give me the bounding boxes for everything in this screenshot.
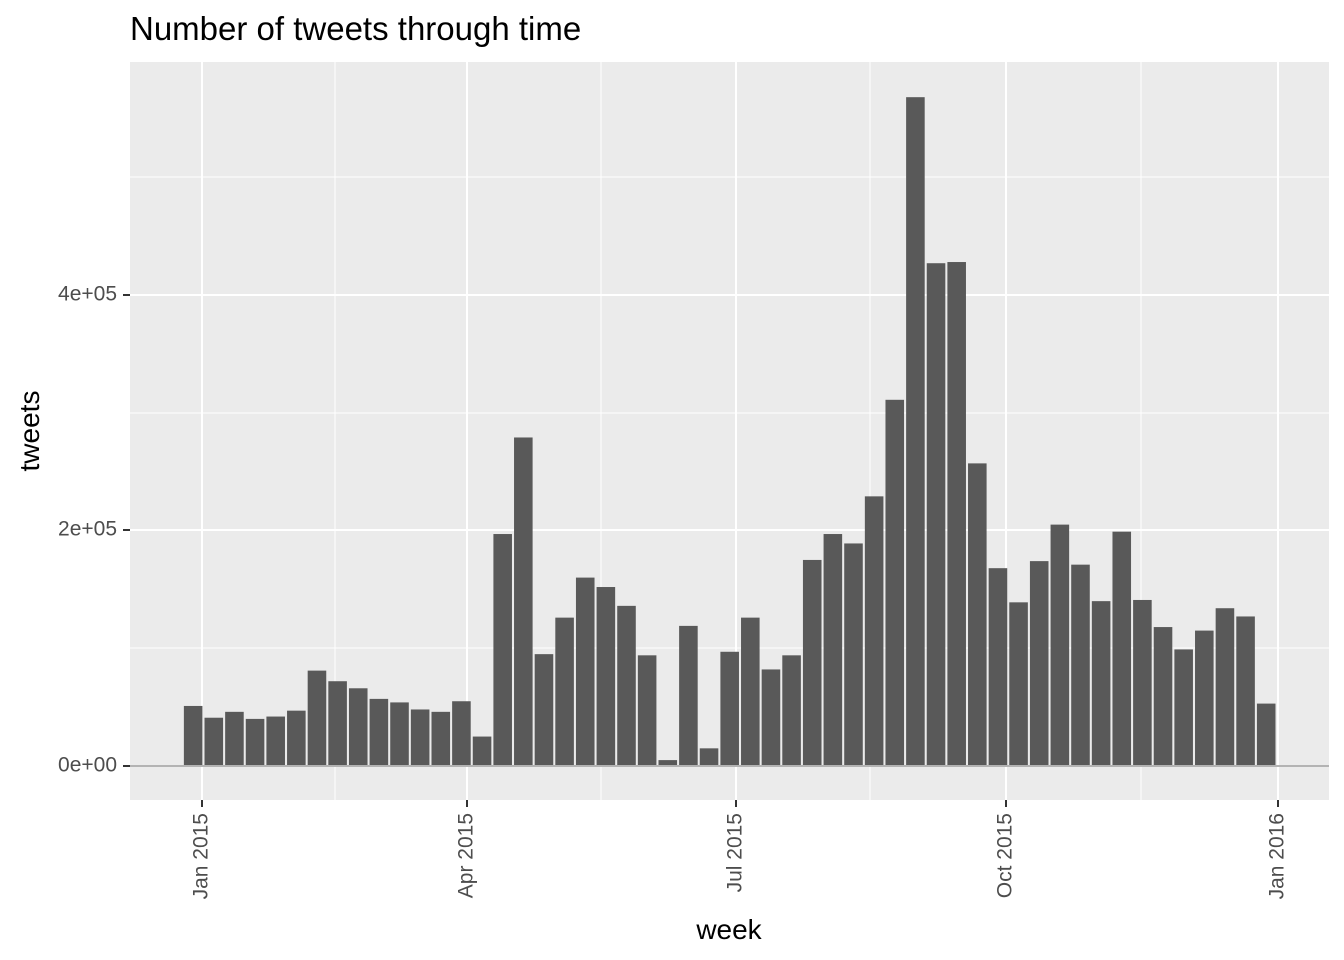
bar xyxy=(1174,649,1193,766)
bar xyxy=(802,559,822,766)
bar xyxy=(266,716,285,766)
bar xyxy=(1256,703,1276,766)
bar xyxy=(658,760,678,766)
bar xyxy=(1153,627,1173,766)
bar xyxy=(906,97,925,767)
bar xyxy=(637,655,657,766)
bar xyxy=(1112,531,1132,766)
bar xyxy=(204,717,224,766)
bar xyxy=(575,577,595,766)
bar xyxy=(431,711,451,766)
bar xyxy=(452,701,471,766)
bar xyxy=(369,698,389,766)
y-tick-label: 4e+05 xyxy=(58,283,117,306)
plot-panel xyxy=(130,62,1329,800)
bar xyxy=(741,617,760,766)
bar xyxy=(720,651,739,766)
bar xyxy=(493,534,512,766)
bar xyxy=(1009,602,1028,766)
bar xyxy=(1091,601,1111,766)
y-axis: 0e+00 2e+05 4e+05 xyxy=(58,283,130,777)
bar xyxy=(988,568,1008,766)
bar xyxy=(472,736,492,766)
y-axis-title: tweets xyxy=(14,391,45,472)
bar xyxy=(699,748,719,766)
bar xyxy=(968,463,987,766)
bar xyxy=(245,718,265,766)
y-tick-label: 0e+00 xyxy=(58,754,117,777)
bar xyxy=(823,534,843,766)
bar xyxy=(1133,599,1152,766)
bar xyxy=(782,655,801,766)
bar xyxy=(555,617,574,766)
bar xyxy=(1195,630,1214,766)
bar xyxy=(617,605,636,766)
x-tick-label: Jan 2015 xyxy=(190,813,213,899)
bar xyxy=(885,399,905,766)
bar xyxy=(1071,564,1090,766)
bar xyxy=(348,688,368,766)
bar xyxy=(761,669,781,766)
x-axis: Jan 2015 Apr 2015 Jul 2015 Oct 2015 Jan … xyxy=(190,800,1289,899)
x-tick-label: Jul 2015 xyxy=(724,813,747,892)
bar xyxy=(1050,524,1070,766)
chart-title: Number of tweets through time xyxy=(130,10,581,47)
bar xyxy=(1236,616,1255,766)
bar xyxy=(514,437,533,766)
bar xyxy=(947,262,966,766)
bar xyxy=(328,681,347,766)
bar xyxy=(679,625,698,766)
x-axis-title: week xyxy=(695,914,762,945)
bar xyxy=(183,705,203,766)
bar xyxy=(225,711,244,766)
bar xyxy=(1029,561,1049,766)
bar xyxy=(287,710,306,766)
y-tick-label: 2e+05 xyxy=(58,518,117,541)
bar xyxy=(926,263,946,766)
bar xyxy=(864,496,884,766)
x-tick-label: Jan 2016 xyxy=(1266,813,1289,899)
bar xyxy=(307,670,327,766)
bars xyxy=(183,97,1276,767)
bar xyxy=(844,543,863,766)
x-tick-label: Oct 2015 xyxy=(994,813,1017,898)
bar xyxy=(596,587,616,766)
x-tick-label: Apr 2015 xyxy=(455,813,478,898)
bar xyxy=(390,702,409,766)
bar xyxy=(1215,608,1235,766)
bar xyxy=(534,654,554,766)
bar xyxy=(410,709,430,766)
